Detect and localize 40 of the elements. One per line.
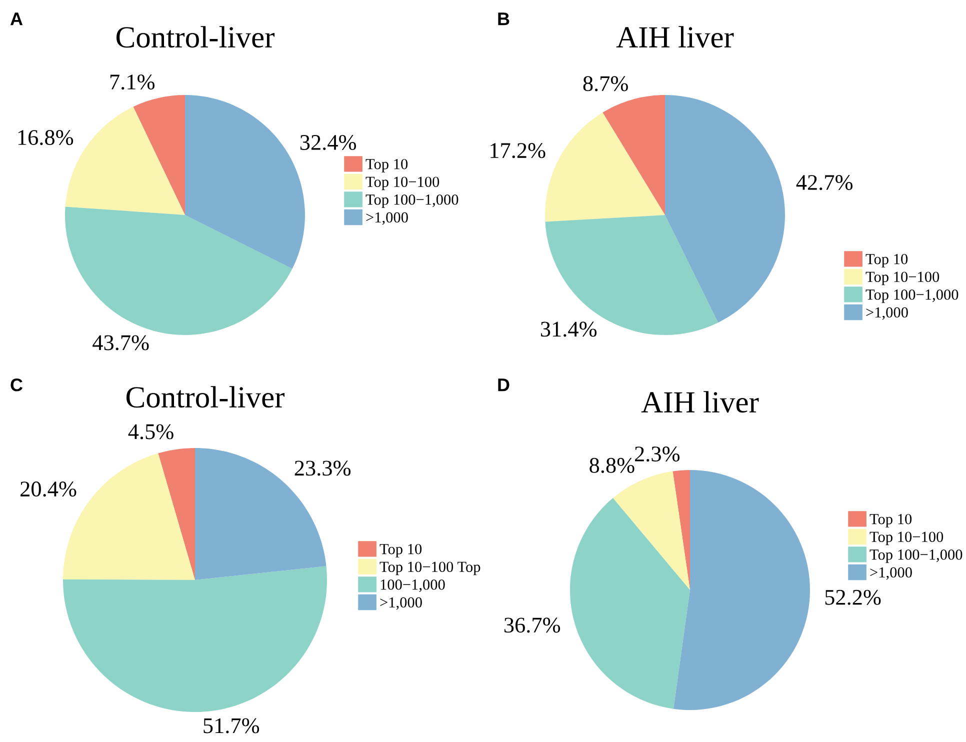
- legend-label: Top 100−1,000: [870, 549, 962, 563]
- chart-title: AIH liver: [641, 391, 759, 413]
- data-label: 4.5%: [128, 424, 174, 440]
- data-label: 7.1%: [110, 74, 155, 90]
- data-label: 17.2%: [490, 143, 546, 158]
- legend-label: >1,000: [870, 567, 912, 580]
- data-label: 20.4%: [20, 482, 76, 497]
- legend-label: Top 10: [866, 254, 908, 268]
- legend-label: Top 100−1,000: [866, 289, 958, 303]
- legend-label: >1,000: [380, 597, 422, 610]
- data-label: 32.4%: [300, 134, 356, 150]
- data-label: 51.7%: [204, 718, 260, 734]
- legend-label: Top 100−1,000: [366, 194, 458, 208]
- legend-label: >1,000: [366, 212, 408, 225]
- data-label: 8.7%: [583, 76, 628, 92]
- data-label: 31.4%: [540, 322, 597, 337]
- data-label: 16.8%: [18, 130, 74, 146]
- legend-label: Top 10−100: [870, 532, 944, 546]
- data-label: 52.2%: [825, 590, 881, 605]
- data-label: 42.7%: [796, 175, 853, 190]
- chart-title: AIH liver: [616, 26, 734, 48]
- legend-label: >1,000: [866, 307, 908, 320]
- legend-label: Top 10−100: [366, 176, 440, 190]
- text: D: [498, 378, 510, 392]
- legend-label: Top 10: [366, 158, 408, 172]
- data-label: 43.7%: [92, 335, 149, 350]
- legend-label: 100−1,000: [380, 579, 445, 592]
- chart-title: Control-liver: [126, 386, 284, 408]
- data-label: 23.3%: [294, 460, 351, 476]
- data-label: 8.8%: [590, 458, 634, 473]
- legend-label: Top 10: [870, 514, 912, 528]
- data-label: 36.7%: [504, 618, 560, 633]
- chart-title: Control-liver: [116, 26, 274, 48]
- legend-label: Top 10−100 Top: [380, 562, 480, 576]
- legend-label: Top 10: [380, 544, 422, 558]
- legend-label: Top 10−100: [866, 272, 940, 286]
- data-label: 2.3%: [634, 446, 680, 462]
- text: C: [10, 378, 23, 392]
- text: B: [498, 12, 510, 26]
- text: A: [10, 12, 23, 26]
